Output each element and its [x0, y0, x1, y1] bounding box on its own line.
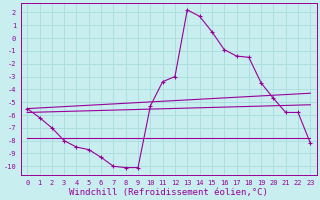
X-axis label: Windchill (Refroidissement éolien,°C): Windchill (Refroidissement éolien,°C): [69, 188, 268, 197]
